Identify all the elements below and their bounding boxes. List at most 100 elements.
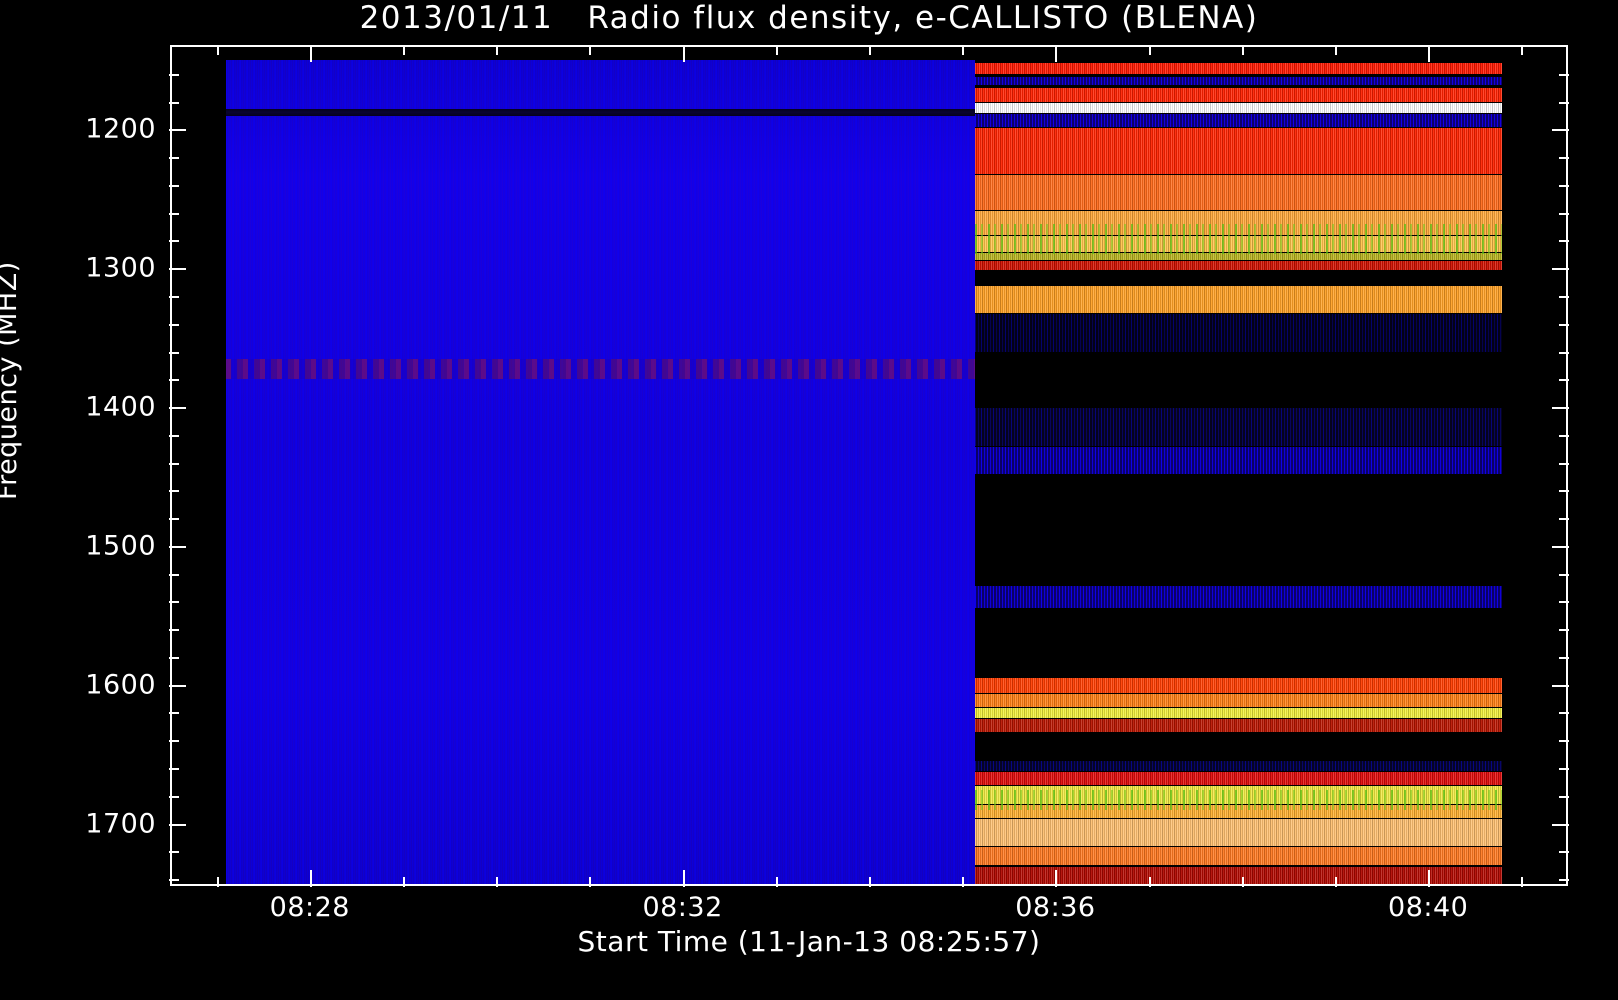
y-tick-label: 1300 xyxy=(85,252,156,284)
y-tick-right xyxy=(1552,129,1569,132)
x-tick-bottom xyxy=(496,877,499,887)
burst-band xyxy=(975,819,1502,846)
y-tick xyxy=(169,351,179,354)
x-tick xyxy=(1335,45,1337,55)
x-tick-label: 08:28 xyxy=(269,892,350,923)
burst-interval-region xyxy=(975,60,1502,886)
x-tick-label: 08:40 xyxy=(1388,892,1469,923)
burst-band xyxy=(975,772,1502,785)
y-tick-right xyxy=(1559,296,1569,298)
x-tick xyxy=(496,45,499,55)
y-tick xyxy=(169,545,186,548)
y-tick-right xyxy=(1559,740,1569,743)
burst-band xyxy=(975,847,1502,866)
y-tick xyxy=(169,684,186,687)
quiet-dark-line xyxy=(226,108,975,116)
x-tick-bottom xyxy=(309,870,312,887)
burst-band-texture xyxy=(975,819,1502,846)
quiet-faint-band xyxy=(226,359,975,380)
y-tick-right xyxy=(1559,879,1569,882)
x-tick-bottom xyxy=(403,877,405,887)
y-tick xyxy=(169,795,179,798)
y-tick xyxy=(169,629,179,632)
y-tick-right xyxy=(1559,240,1569,243)
burst-band xyxy=(975,103,1502,113)
x-tick-label: 08:36 xyxy=(1015,892,1096,923)
y-tick xyxy=(169,379,179,382)
burst-band-texture xyxy=(975,128,1502,174)
burst-band-texture xyxy=(975,261,1502,270)
y-tick-right xyxy=(1559,518,1569,521)
y-tick xyxy=(169,101,179,104)
burst-band xyxy=(975,733,1502,760)
burst-band-texture xyxy=(975,76,1502,85)
y-tick-right xyxy=(1559,601,1569,604)
burst-band xyxy=(975,708,1502,718)
x-tick xyxy=(682,45,685,62)
quiet-background xyxy=(226,60,975,886)
x-tick-bottom xyxy=(682,870,685,887)
burst-band-texture xyxy=(975,694,1502,707)
x-tick-bottom xyxy=(216,877,219,887)
y-tick-right xyxy=(1559,184,1569,187)
burst-band-texture xyxy=(975,103,1502,113)
burst-band xyxy=(975,271,1502,285)
x-tick xyxy=(962,45,965,55)
burst-green-speckle xyxy=(975,223,1502,255)
y-tick xyxy=(169,490,179,493)
x-tick-bottom xyxy=(869,877,871,887)
x-tick xyxy=(1055,45,1058,62)
y-tick-right xyxy=(1552,268,1569,271)
burst-band-texture xyxy=(975,62,1502,74)
x-tick-bottom xyxy=(962,877,965,887)
burst-band-texture xyxy=(975,286,1502,313)
burst-band-texture xyxy=(975,847,1502,866)
burst-green-speckle xyxy=(975,790,1502,810)
y-tick-right xyxy=(1552,684,1569,687)
x-tick xyxy=(589,45,592,55)
y-tick xyxy=(169,157,179,160)
burst-band-texture xyxy=(975,677,1502,694)
y-tick xyxy=(169,129,186,132)
y-tick-right xyxy=(1559,351,1569,354)
burst-band-texture xyxy=(975,719,1502,732)
y-tick xyxy=(169,573,179,576)
y-tick xyxy=(169,656,179,659)
burst-band-texture xyxy=(975,586,1502,609)
x-tick xyxy=(216,45,219,55)
y-tick xyxy=(169,323,179,326)
y-tick-label: 1600 xyxy=(85,669,156,701)
y-tick xyxy=(169,268,186,271)
y-tick-right xyxy=(1559,379,1569,382)
y-tick-right xyxy=(1559,851,1569,854)
burst-band xyxy=(975,252,1502,260)
x-tick-bottom xyxy=(589,877,592,887)
burst-band-texture xyxy=(975,772,1502,785)
y-tick xyxy=(169,740,179,743)
burst-band xyxy=(975,677,1502,694)
burst-band-texture xyxy=(975,252,1502,260)
burst-band-texture xyxy=(975,761,1502,771)
x-tick-bottom xyxy=(1521,877,1524,887)
y-tick-right xyxy=(1559,629,1569,632)
x-tick xyxy=(1241,45,1244,55)
burst-band xyxy=(975,62,1502,74)
y-tick-right xyxy=(1559,73,1569,76)
y-tick-right xyxy=(1559,656,1569,659)
plot-frame xyxy=(170,45,1568,886)
x-tick xyxy=(775,45,778,55)
y-tick-right xyxy=(1559,462,1569,465)
y-tick-right xyxy=(1559,323,1569,326)
y-tick-right xyxy=(1552,545,1569,548)
x-tick xyxy=(869,45,871,55)
burst-band xyxy=(975,286,1502,313)
y-tick xyxy=(169,712,179,715)
x-tick-bottom xyxy=(1428,870,1431,887)
y-tick xyxy=(169,73,179,76)
burst-band-texture xyxy=(975,87,1502,102)
burst-band xyxy=(975,175,1502,210)
y-axis-title: Frequency (MHZ) xyxy=(0,261,23,500)
burst-band xyxy=(975,694,1502,707)
x-tick xyxy=(403,45,405,55)
burst-band xyxy=(975,866,1502,886)
